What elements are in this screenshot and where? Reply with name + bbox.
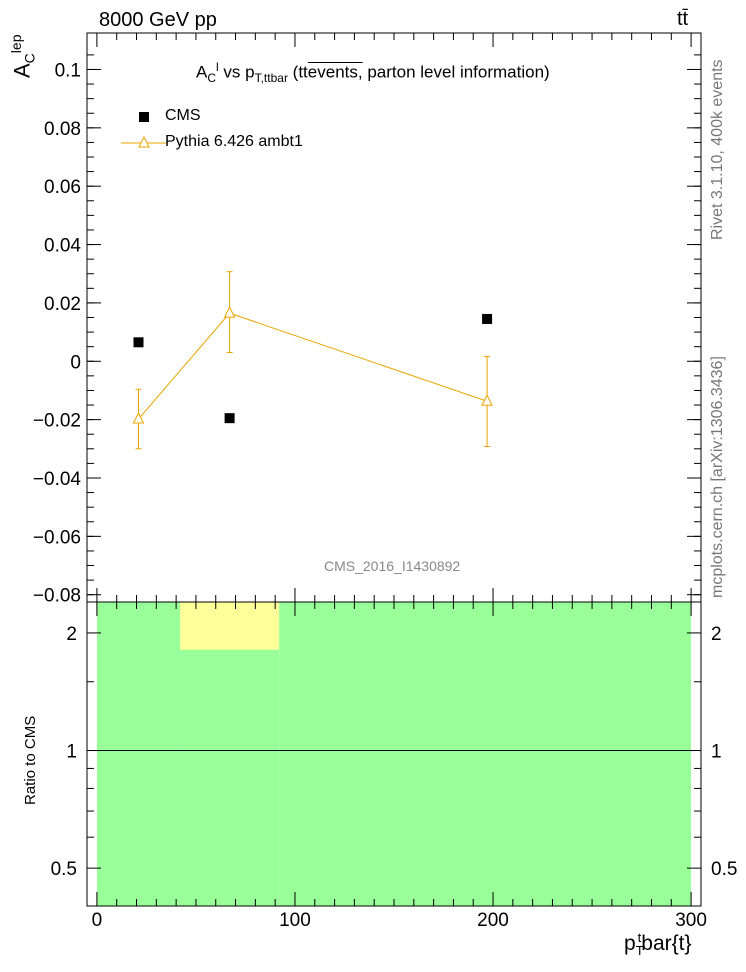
main-ytick-label: −0.06: [33, 527, 81, 548]
ratio-yellow-patch: [180, 602, 280, 650]
main-ytick-label: −0.02: [33, 411, 81, 432]
main-panel: 0.1 0.08 0.06 0.04 0.02 0 −0.02 −0.04 −0.06 −0.08: [33, 32, 702, 607]
cms-point: [482, 313, 493, 324]
ratio-ytick-label-left: 1: [66, 742, 77, 763]
ratio-ytick-label-right: 2: [711, 624, 722, 645]
ratio-band-2: [279, 602, 692, 906]
energy-label: 8000 GeV pp: [99, 9, 217, 31]
legend-pythia-label: Pythia 6.426 ambt1: [165, 133, 303, 150]
x-axis-label: pTtbar{t}: [624, 930, 692, 959]
main-ytick-label: 0.08: [44, 119, 81, 140]
x-tick-label: 0: [92, 910, 103, 931]
rivet-label: Rivet 3.1.10, 400k events: [709, 59, 726, 240]
cms-point: [224, 413, 235, 424]
x-tick-label: 300: [675, 910, 707, 931]
ratio-ytick-label-left: 2: [66, 624, 77, 645]
ratio-ytick-label-right: 1: [711, 742, 722, 763]
pythia-point: [132, 411, 145, 424]
process-label: tt̄: [677, 8, 689, 30]
ratio-ylabel: Ratio to CMS: [22, 715, 39, 805]
ratio-ytick-label-right: 0.5: [711, 859, 737, 880]
ratio-ytick-label-left: 0.5: [51, 859, 77, 880]
plot-title: ACl vs pT,ttbar (ttevents, parton level …: [196, 60, 550, 86]
main-ytick-label: 0.1: [55, 60, 81, 81]
ratio-panel: 0 100 200 300 2 2 1 1 0.5 0.5: [51, 601, 737, 931]
main-ytick-label: 0.02: [44, 294, 81, 315]
legend-pythia-marker: [138, 135, 150, 148]
legend-cms-label: CMS: [165, 107, 201, 124]
pythia-point: [223, 306, 236, 318]
ratio-band-0: [96, 602, 181, 906]
x-tick-label: 200: [477, 910, 509, 931]
main-ytick-label: 0.04: [44, 236, 81, 257]
cms-point: [133, 337, 144, 348]
pythia-point: [481, 394, 493, 406]
main-ytick-label: −0.08: [33, 586, 81, 607]
main-ylabel: AClep: [8, 34, 38, 79]
main-ytick-label: 0: [70, 352, 81, 373]
main-ytick-label: −0.04: [33, 469, 82, 490]
legend-cms-marker: [139, 112, 149, 122]
analysis-watermark: CMS_2016_I1430892: [324, 558, 461, 574]
mcplots-label: mcplots.cern.ch [arXiv:1306.3436]: [709, 356, 726, 598]
ratio-band-1: [180, 602, 280, 906]
x-tick-label: 100: [279, 910, 311, 931]
main-ytick-label: 0.06: [44, 177, 81, 198]
